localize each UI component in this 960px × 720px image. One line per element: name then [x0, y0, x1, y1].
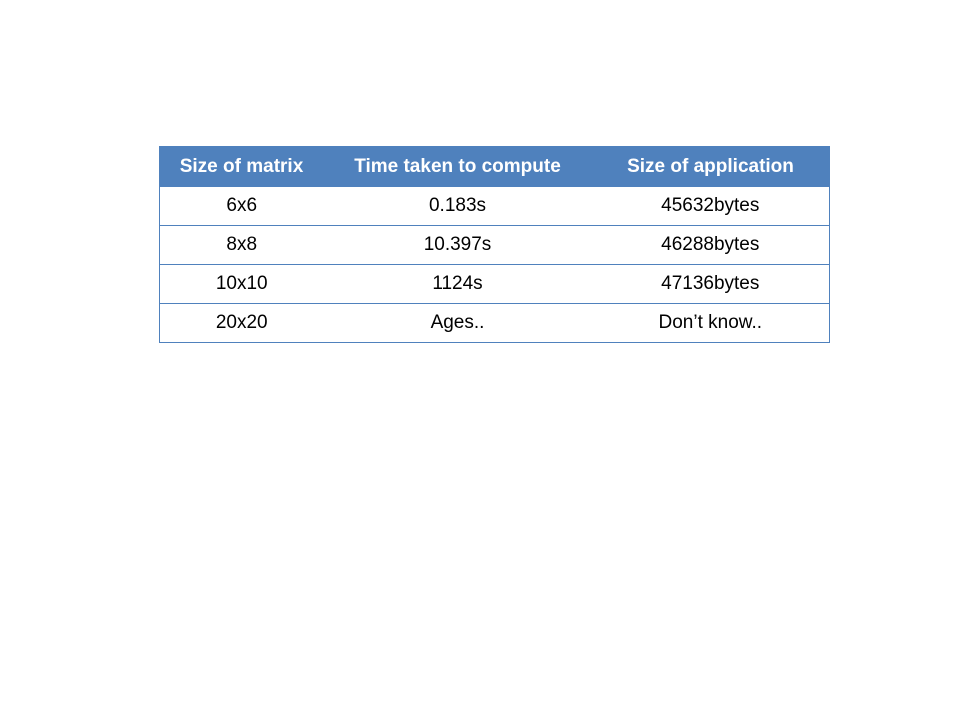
cell-matrix-size: 10x10	[159, 264, 324, 304]
header-size-of-application: Size of application	[591, 146, 830, 187]
cell-matrix-size: 6x6	[159, 186, 324, 226]
cell-matrix-size: 20x20	[159, 303, 324, 343]
table-row: 20x20 Ages.. Don’t know..	[159, 303, 830, 343]
table-row: 10x10 1124s 47136bytes	[159, 264, 830, 304]
cell-app-size: 46288bytes	[591, 225, 830, 265]
cell-app-size: 47136bytes	[591, 264, 830, 304]
cell-compute-time: 10.397s	[323, 225, 592, 265]
cell-compute-time: 0.183s	[323, 186, 592, 226]
cell-matrix-size: 8x8	[159, 225, 324, 265]
results-table: Size of matrix Time taken to compute Siz…	[159, 146, 830, 343]
table-row: 8x8 10.397s 46288bytes	[159, 225, 830, 265]
cell-compute-time: 1124s	[323, 264, 592, 304]
cell-app-size: 45632bytes	[591, 186, 830, 226]
header-size-of-matrix: Size of matrix	[159, 146, 324, 187]
header-time-taken: Time taken to compute	[323, 146, 592, 187]
table-header-row: Size of matrix Time taken to compute Siz…	[159, 146, 830, 187]
cell-compute-time: Ages..	[323, 303, 592, 343]
cell-app-size: Don’t know..	[591, 303, 830, 343]
table-row: 6x6 0.183s 45632bytes	[159, 186, 830, 226]
